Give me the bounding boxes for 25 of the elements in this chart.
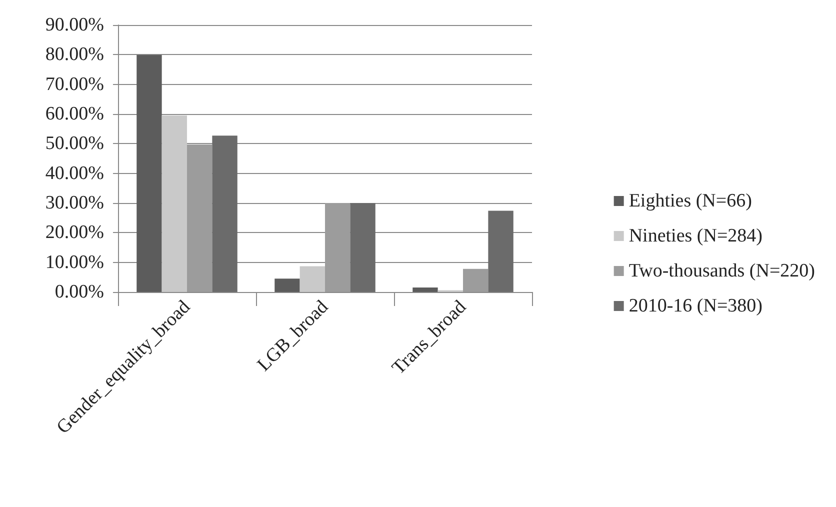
y-tick-label: 60.00%	[45, 104, 104, 124]
bar	[488, 210, 514, 292]
bar	[187, 144, 212, 292]
bar	[162, 115, 187, 292]
y-tick-label: 50.00%	[45, 133, 104, 154]
y-tick-label: 90.00%	[45, 14, 104, 36]
bar	[136, 54, 162, 292]
bar	[300, 266, 325, 292]
legend-label: 2010-16 (N=380)	[628, 296, 763, 316]
legend-label: Eighties (N=66)	[628, 190, 752, 212]
bar	[412, 288, 438, 292]
bar	[212, 136, 238, 292]
legend-label: Two-thousands (N=220)	[628, 260, 816, 282]
legend-label: Nineties (N=284)	[628, 226, 763, 246]
y-tick-label: 70.00%	[45, 74, 104, 95]
y-tick-label: 10.00%	[45, 252, 104, 273]
y-tick-label: 30.00%	[45, 192, 104, 214]
bar	[274, 278, 300, 292]
y-tick-label: 0.00%	[54, 282, 104, 302]
y-tick-label: 20.00%	[45, 222, 104, 244]
bar	[463, 268, 488, 292]
y-tick-label: 40.00%	[45, 162, 104, 184]
y-tick-label: 80.00%	[45, 44, 104, 66]
bar	[325, 203, 350, 292]
bar	[350, 203, 376, 292]
